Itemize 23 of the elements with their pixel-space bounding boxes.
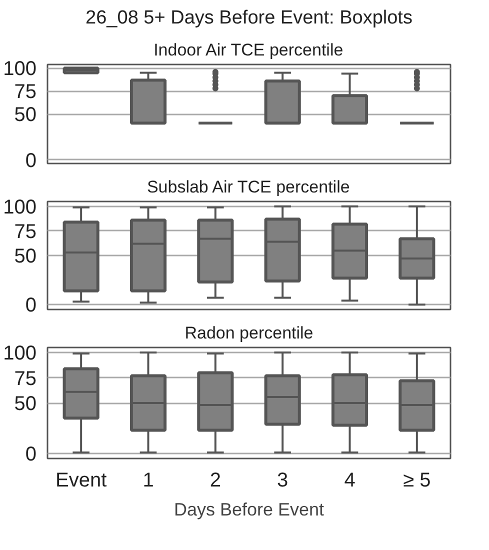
y-tick-label: 50 <box>14 246 37 268</box>
chart-subtitle: Radon percentile <box>184 324 314 342</box>
x-tick-label: Event <box>56 470 108 492</box>
chart-subtitle: Indoor Air TCE percentile <box>154 40 344 60</box>
y-tick-label: 50 <box>14 393 37 415</box>
y-tick-label: 75 <box>14 220 37 243</box>
y-tick-label: 75 <box>14 368 37 390</box>
y-tick-label: 0 <box>25 150 36 172</box>
x-tick-label: 4 <box>344 470 356 492</box>
y-tick-label: 100 <box>3 196 37 218</box>
x-tick-label: 3 <box>277 470 288 492</box>
x-axis-title: Days Before Event <box>174 500 324 520</box>
y-tick-label: 0 <box>25 294 36 317</box>
x-tick-label: 1 <box>142 470 154 492</box>
x-tick-label: 2 <box>210 470 221 492</box>
y-tick-label: 100 <box>3 58 37 80</box>
chart-subtitle: Subslab Air TCE percentile <box>146 178 350 196</box>
y-tick-label: 75 <box>14 81 37 104</box>
y-tick-label: 100 <box>3 342 37 365</box>
y-tick-label: 50 <box>14 104 37 126</box>
x-tick-label: ≥ 5 <box>403 470 431 492</box>
y-tick-label: 0 <box>25 443 36 466</box>
chart-title: 26_08 5+ Days Before Event: Boxplots <box>86 8 412 28</box>
